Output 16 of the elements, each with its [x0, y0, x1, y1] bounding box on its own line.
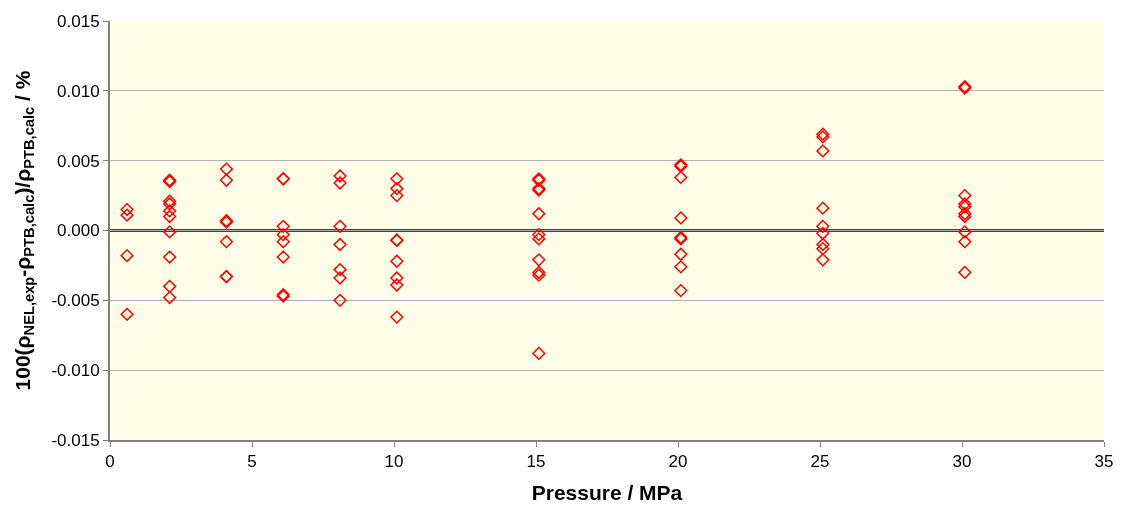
y-tick-label: 0.005	[57, 151, 100, 171]
x-tick-label: 25	[810, 452, 830, 472]
x-tick-label: 0	[105, 452, 115, 472]
y-tick-label: 0.000	[57, 221, 100, 241]
x-tick-label: 20	[668, 452, 688, 472]
x-axis-title: Pressure / MPa	[531, 481, 683, 505]
x-tick-label: 35	[1094, 452, 1114, 472]
x-tick-label: 15	[526, 452, 546, 472]
y-tick-label: -0.005	[51, 291, 100, 311]
x-tick-label: 30	[952, 452, 972, 472]
x-tick-label: 5	[247, 452, 257, 472]
y-tick-label: -0.010	[51, 361, 100, 381]
y-tick-label: -0.015	[51, 430, 100, 450]
x-tick-label: 10	[384, 452, 404, 472]
y-tick-label: 0.015	[57, 11, 100, 31]
y-tick-label: 0.010	[57, 81, 100, 101]
